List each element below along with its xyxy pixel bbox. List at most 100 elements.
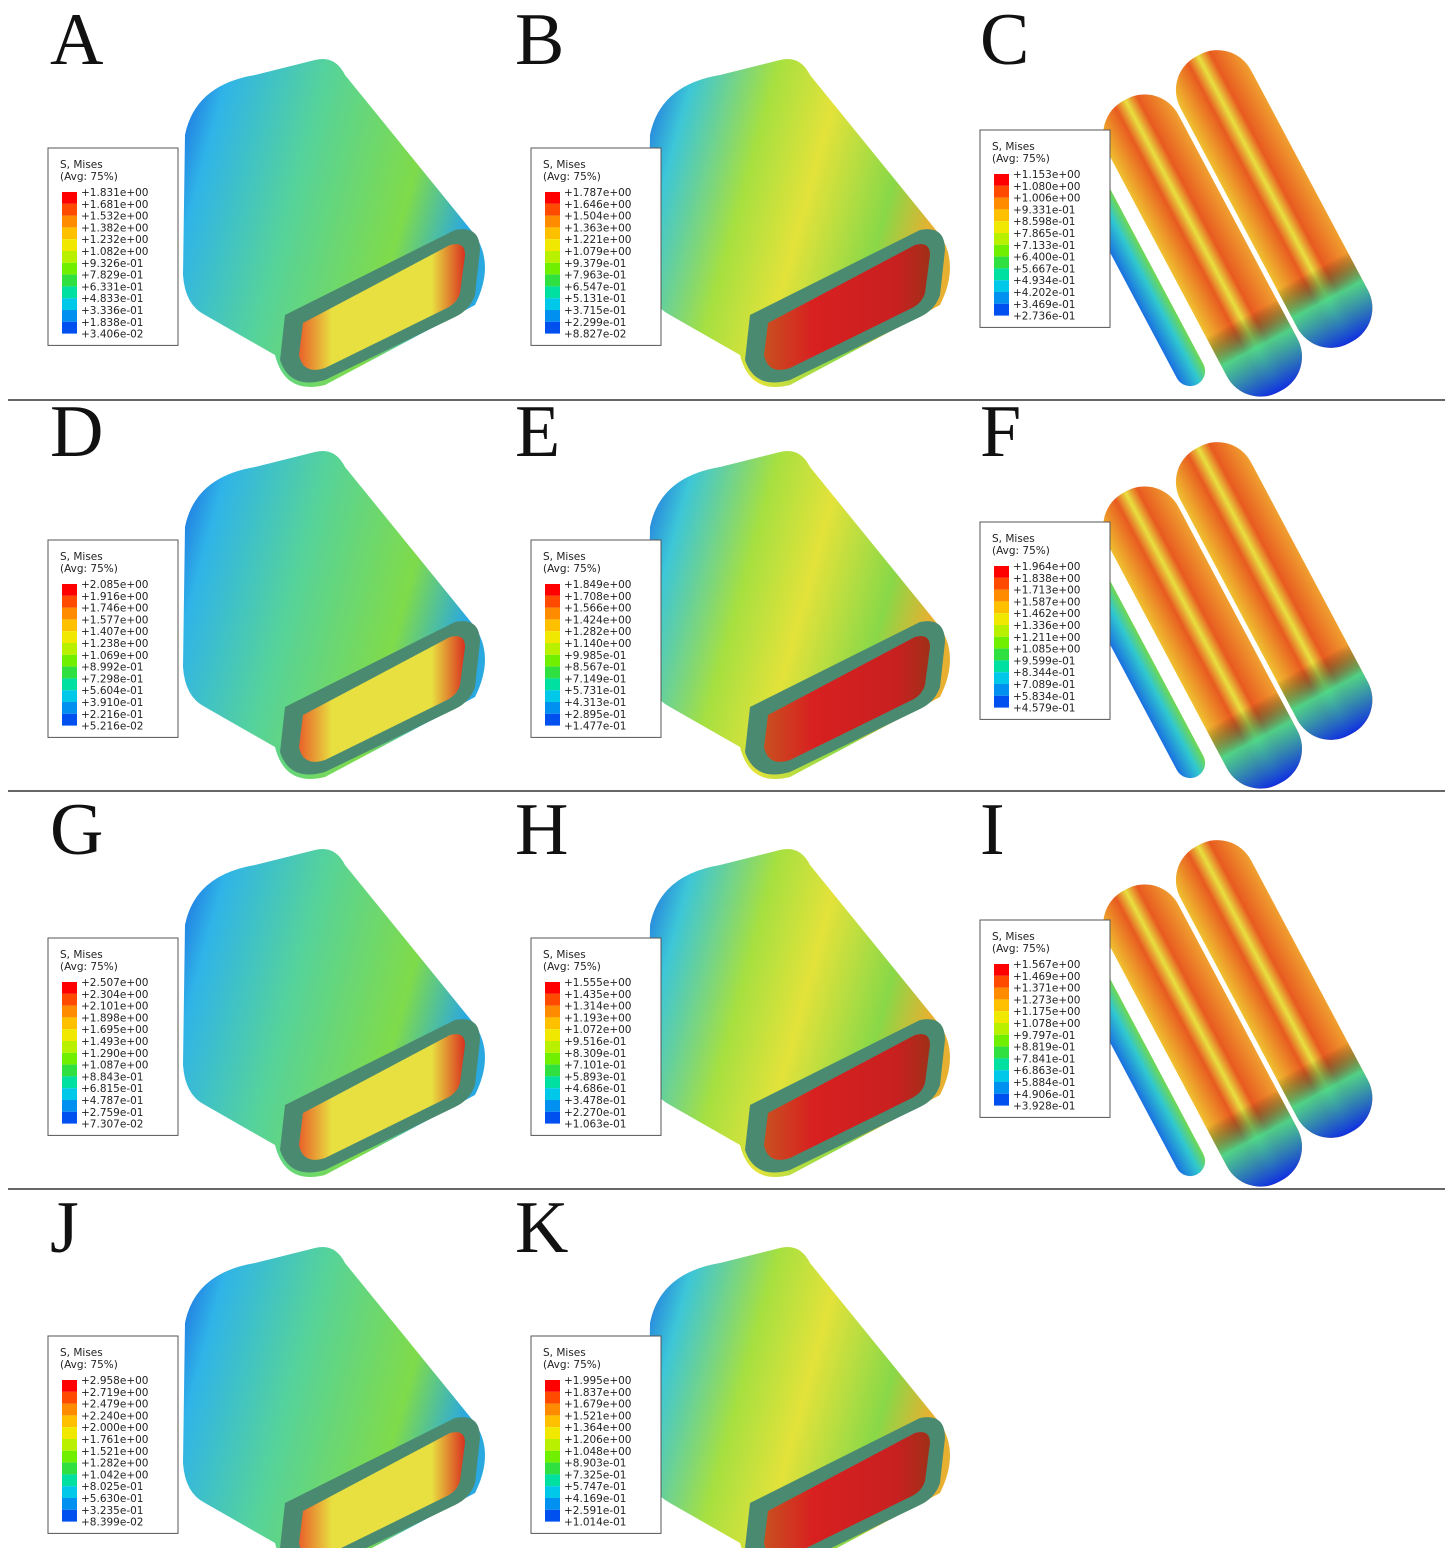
legend-value: +1.314e+00	[564, 1001, 631, 1013]
legend-swatch	[994, 1058, 1009, 1070]
legend-swatch	[994, 304, 1009, 316]
legend-swatch	[545, 1029, 560, 1041]
legend-value: +1.193e+00	[564, 1012, 631, 1024]
legend-value: +1.746e+00	[81, 603, 148, 615]
legend-value: +2.000e+00	[81, 1422, 148, 1434]
panel: KS, Mises(Avg: 75%)+1.995e+00+1.837e+00+…	[515, 1187, 950, 1548]
legend-swatch	[994, 976, 1009, 988]
legend-swatch	[545, 1112, 560, 1124]
legend-swatch	[62, 690, 77, 702]
legend-value: +1.069e+00	[81, 650, 148, 662]
panel-label: D	[50, 391, 103, 473]
legend-swatch	[545, 1017, 560, 1029]
legend-swatch	[62, 263, 77, 275]
model	[183, 849, 485, 1177]
legend-swatch	[994, 672, 1009, 684]
legend-value: +7.865e-01	[1013, 228, 1075, 240]
legend-swatch	[62, 1474, 77, 1486]
legend-value: +5.834e-01	[1013, 691, 1075, 703]
legend-value: +4.202e-01	[1013, 287, 1075, 299]
legend-value: +4.906e-01	[1013, 1089, 1075, 1101]
legend-value: +8.827e-02	[564, 329, 626, 341]
legend-subtitle: (Avg: 75%)	[992, 943, 1050, 955]
legend-value: +1.469e+00	[1013, 971, 1080, 983]
legend-swatch	[994, 1023, 1009, 1035]
legend-swatch	[62, 714, 77, 726]
legend-value: +8.819e-01	[1013, 1042, 1075, 1054]
legend-value: +1.566e+00	[564, 603, 631, 615]
legend-swatch	[545, 608, 560, 620]
legend-swatch	[545, 251, 560, 263]
model	[648, 59, 950, 387]
legend-swatch	[62, 1427, 77, 1439]
legend-swatch	[545, 596, 560, 608]
legend-title: S, Mises	[992, 533, 1035, 545]
panel-label: I	[980, 789, 1005, 871]
legend-value: +2.216e-01	[81, 709, 143, 721]
legend-swatch	[62, 310, 77, 322]
legend-value: +7.101e-01	[564, 1060, 626, 1072]
legend-value: +1.587e+00	[1013, 596, 1080, 608]
legend-value: +1.577e+00	[81, 614, 148, 626]
legend-value: +1.849e+00	[564, 579, 631, 591]
legend-swatch	[62, 631, 77, 643]
legend-swatch	[545, 619, 560, 631]
legend-swatch	[545, 1076, 560, 1088]
legend-value: +1.371e+00	[1013, 983, 1080, 995]
legend-swatch	[994, 233, 1009, 245]
legend-swatch	[994, 660, 1009, 672]
legend-value: +1.837e+00	[564, 1387, 631, 1399]
panel: FS, Mises(Avg: 75%)+1.964e+00+1.838e+00+…	[980, 391, 1390, 823]
legend-swatch	[545, 643, 560, 655]
legend-value: +4.169e-01	[564, 1493, 626, 1505]
legend-value: +4.686e-01	[564, 1083, 626, 1095]
legend-value: +1.175e+00	[1013, 1006, 1080, 1018]
legend-swatch	[545, 1510, 560, 1522]
legend-value: +3.469e-01	[1013, 299, 1075, 311]
legend-value: +1.048e+00	[564, 1446, 631, 1458]
legend-value: +1.838e+00	[1013, 573, 1080, 585]
legend-swatch	[62, 1017, 77, 1029]
legend-swatch	[545, 631, 560, 643]
legend-swatch	[545, 1439, 560, 1451]
panel: JS, Mises(Avg: 75%)+2.958e+00+2.719e+00+…	[48, 1187, 485, 1548]
legend-value: +4.787e-01	[81, 1095, 143, 1107]
legend-value: +5.667e-01	[1013, 263, 1075, 275]
legend-value: +6.400e-01	[1013, 252, 1075, 264]
legend-value: +1.838e-01	[81, 317, 143, 329]
legend-swatch	[994, 186, 1009, 198]
legend-swatch	[62, 251, 77, 263]
legend-swatch	[62, 1439, 77, 1451]
legend-value: +1.532e+00	[81, 211, 148, 223]
legend-value: +7.149e-01	[564, 673, 626, 685]
legend-value: +1.153e+00	[1013, 169, 1080, 181]
legend-value: +7.298e-01	[81, 673, 143, 685]
legend-value: +8.399e-02	[81, 1517, 143, 1529]
legend-subtitle: (Avg: 75%)	[60, 1359, 118, 1371]
legend-swatch	[545, 1100, 560, 1112]
legend-swatch	[545, 204, 560, 216]
legend-value: +2.299e-01	[564, 317, 626, 329]
legend-swatch	[545, 1474, 560, 1486]
legend-value: +8.344e-01	[1013, 667, 1075, 679]
legend-value: +1.787e+00	[564, 187, 631, 199]
legend-value: +3.928e-01	[1013, 1101, 1075, 1113]
legend-swatch	[994, 280, 1009, 292]
legend-swatch	[545, 994, 560, 1006]
legend-swatch	[62, 596, 77, 608]
legend-value: +6.547e-01	[564, 281, 626, 293]
legend-value: +3.336e-01	[81, 305, 143, 317]
legend-value: +2.736e-01	[1013, 311, 1075, 323]
legend-swatch	[62, 1510, 77, 1522]
legend-swatch	[62, 1451, 77, 1463]
legend-swatch	[62, 1065, 77, 1077]
legend-value: +6.815e-01	[81, 1083, 143, 1095]
legend-value: +1.462e+00	[1013, 608, 1080, 620]
model	[648, 849, 950, 1177]
legend-swatch	[545, 1006, 560, 1018]
legend-swatch	[62, 1088, 77, 1100]
legend-value: +8.598e-01	[1013, 216, 1075, 228]
legend-swatch	[62, 678, 77, 690]
legend-swatch	[62, 702, 77, 714]
panel: HS, Mises(Avg: 75%)+1.555e+00+1.435e+00+…	[515, 789, 950, 1177]
